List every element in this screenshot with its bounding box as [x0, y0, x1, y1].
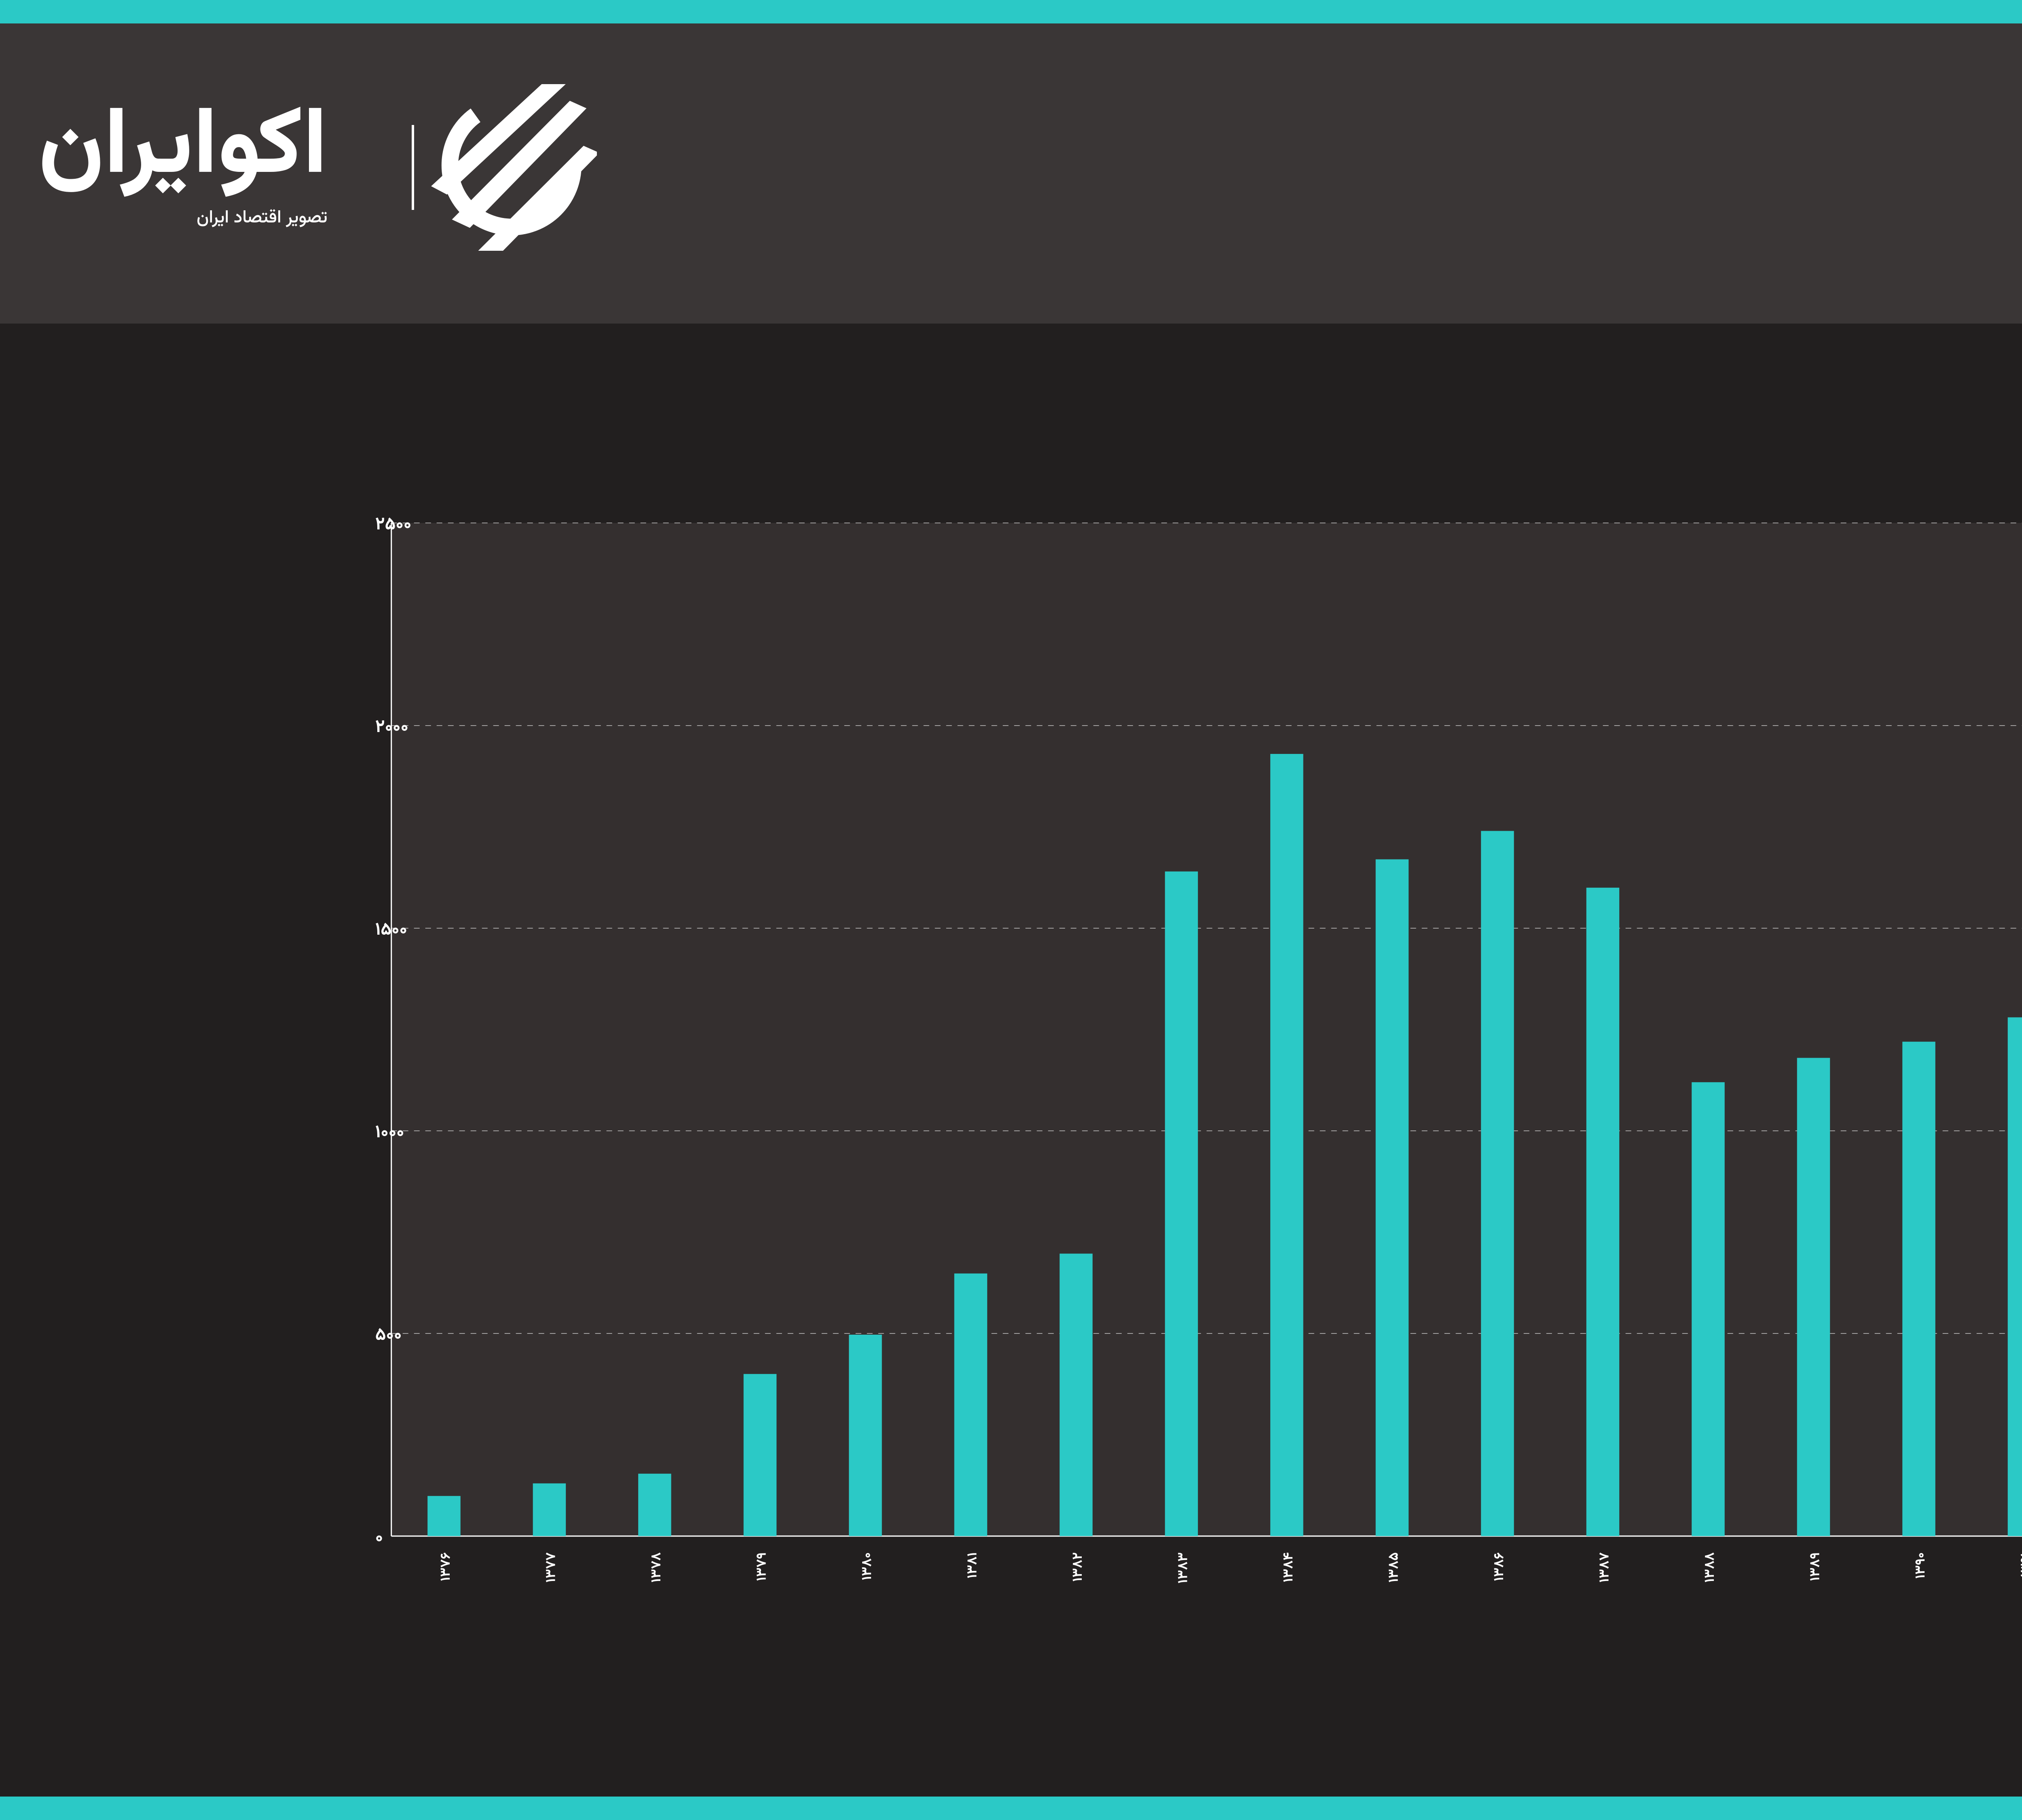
svg-text:۱۳۸۹: ۱۳۸۹ [1805, 1552, 1827, 1581]
svg-text:۲۵۰۰: ۲۵۰۰ [375, 511, 412, 539]
svg-text:۱۳۸۸: ۱۳۸۸ [1700, 1552, 1722, 1583]
svg-text:۱۳۸۲: ۱۳۸۲ [1068, 1552, 1089, 1582]
svg-text:۱۳۷۷: ۱۳۷۷ [541, 1552, 563, 1583]
svg-text:۱۳۷۸: ۱۳۷۸ [647, 1552, 668, 1583]
svg-text:۱۳۸۰: ۱۳۸۰ [857, 1552, 879, 1580]
svg-text:۵۰۰: ۵۰۰ [375, 1322, 402, 1350]
svg-text:۰: ۰ [375, 1524, 383, 1552]
svg-text:۱۳۸۱: ۱۳۸۱ [962, 1552, 984, 1579]
svg-text:۱۳۸۷: ۱۳۸۷ [1595, 1552, 1616, 1583]
svg-text:۱۳۹۱: ۱۳۹۱ [2016, 1552, 2022, 1577]
svg-text:۱۳۷۶: ۱۳۷۶ [436, 1552, 457, 1581]
svg-text:۱۳۸۶: ۱۳۸۶ [1489, 1552, 1511, 1581]
svg-text:۱۳۸۳: ۱۳۸۳ [1173, 1552, 1195, 1583]
svg-text:۱۳۸۴: ۱۳۸۴ [1279, 1552, 1300, 1582]
svg-text:۱۰۰۰: ۱۰۰۰ [375, 1119, 404, 1147]
svg-text:۱۳۸۵: ۱۳۸۵ [1384, 1552, 1405, 1583]
svg-text:۱۳۷۹: ۱۳۷۹ [752, 1552, 774, 1581]
svg-text:۱۳۹۰: ۱۳۹۰ [1911, 1552, 1932, 1579]
